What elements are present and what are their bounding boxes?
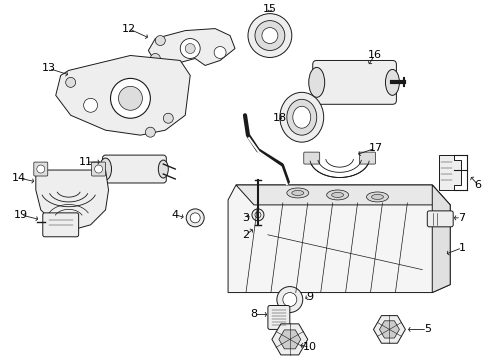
Ellipse shape xyxy=(366,192,387,202)
Text: 11: 11 xyxy=(79,157,92,167)
Ellipse shape xyxy=(308,67,324,97)
Ellipse shape xyxy=(371,194,383,199)
Text: 12: 12 xyxy=(121,24,135,33)
FancyBboxPatch shape xyxy=(359,152,375,164)
FancyBboxPatch shape xyxy=(267,306,289,329)
Polygon shape xyxy=(56,55,190,135)
FancyBboxPatch shape xyxy=(91,162,105,176)
Polygon shape xyxy=(379,321,399,338)
Text: 5: 5 xyxy=(423,324,430,334)
Polygon shape xyxy=(36,170,108,230)
Circle shape xyxy=(150,54,160,63)
Circle shape xyxy=(83,98,98,112)
Text: 7: 7 xyxy=(457,213,464,223)
Text: 3: 3 xyxy=(242,213,249,223)
Text: 14: 14 xyxy=(12,173,26,183)
Polygon shape xyxy=(148,28,235,68)
Text: 4: 4 xyxy=(171,210,179,220)
Circle shape xyxy=(254,21,285,50)
Text: 17: 17 xyxy=(367,143,382,153)
Ellipse shape xyxy=(286,188,308,198)
FancyBboxPatch shape xyxy=(102,155,166,183)
Text: 6: 6 xyxy=(474,180,481,190)
Polygon shape xyxy=(278,330,300,349)
Polygon shape xyxy=(236,185,449,205)
Circle shape xyxy=(65,77,76,87)
Circle shape xyxy=(186,209,203,227)
Circle shape xyxy=(251,209,264,221)
Circle shape xyxy=(163,113,173,123)
Circle shape xyxy=(190,213,200,223)
Polygon shape xyxy=(271,324,307,355)
Polygon shape xyxy=(227,185,449,293)
Text: 13: 13 xyxy=(41,63,56,73)
Text: 10: 10 xyxy=(302,342,316,352)
Circle shape xyxy=(214,46,225,58)
Circle shape xyxy=(118,86,142,110)
Ellipse shape xyxy=(279,92,323,142)
Ellipse shape xyxy=(286,99,316,135)
Polygon shape xyxy=(373,316,405,343)
Text: 15: 15 xyxy=(263,4,276,14)
Text: 18: 18 xyxy=(272,113,286,123)
FancyBboxPatch shape xyxy=(303,152,319,164)
Circle shape xyxy=(247,14,291,58)
Ellipse shape xyxy=(331,193,343,197)
FancyBboxPatch shape xyxy=(34,162,48,176)
Circle shape xyxy=(262,28,277,44)
Circle shape xyxy=(37,165,45,173)
Circle shape xyxy=(155,36,165,45)
Polygon shape xyxy=(431,185,449,293)
Text: 16: 16 xyxy=(367,50,381,60)
Ellipse shape xyxy=(291,190,303,195)
Ellipse shape xyxy=(326,190,348,200)
Circle shape xyxy=(276,287,302,312)
Text: 8: 8 xyxy=(250,310,257,319)
Circle shape xyxy=(282,293,296,306)
Circle shape xyxy=(110,78,150,118)
Circle shape xyxy=(180,39,200,58)
Ellipse shape xyxy=(385,69,399,95)
Circle shape xyxy=(94,165,102,173)
Text: 9: 9 xyxy=(305,292,313,302)
Ellipse shape xyxy=(100,158,111,180)
FancyBboxPatch shape xyxy=(312,60,396,104)
Circle shape xyxy=(254,212,261,218)
Ellipse shape xyxy=(292,106,310,128)
Text: 1: 1 xyxy=(458,243,465,253)
Circle shape xyxy=(185,44,195,54)
Text: 19: 19 xyxy=(14,210,28,220)
Ellipse shape xyxy=(158,160,168,178)
Circle shape xyxy=(145,127,155,137)
FancyBboxPatch shape xyxy=(42,213,79,237)
Polygon shape xyxy=(438,155,460,190)
FancyBboxPatch shape xyxy=(427,211,452,227)
Text: 2: 2 xyxy=(242,230,249,240)
